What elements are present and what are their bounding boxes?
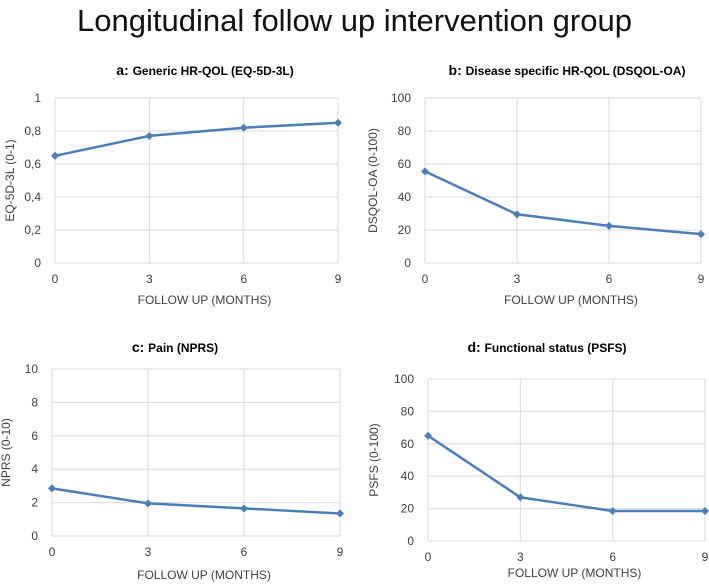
chart-title: a: Generic HR-QOL (EQ-5D-3L) bbox=[116, 62, 293, 78]
chart-d: 0 20 40 60 80 100 0 3 6 9 d: Functional status (PS… bbox=[367, 339, 709, 580]
chart-title-prefix: b: bbox=[449, 62, 466, 78]
x-tick-label: 0 bbox=[49, 545, 56, 559]
chart-title-prefix: d: bbox=[467, 339, 484, 355]
series-line bbox=[54, 121, 339, 158]
chart-title: c: Pain (NPRS) bbox=[132, 339, 218, 355]
data-point-marker bbox=[701, 507, 709, 516]
y-tick-label: 80 bbox=[398, 124, 412, 138]
x-tick-label: 0 bbox=[52, 272, 59, 286]
y-axis-label: DSQOL-OA (0-100) bbox=[366, 128, 380, 233]
y-axis-label: PSFS (0-100) bbox=[367, 423, 381, 496]
x-tick-label: 6 bbox=[606, 272, 613, 286]
y-tick-label: 4 bbox=[31, 462, 38, 476]
chart-b: 0 20 40 60 80 100 0 3 6 9 b: Disease specific HR-Q… bbox=[366, 62, 705, 307]
chart-c: 0 2 4 6 8 10 0 3 6 9 c: Pain (NPRS) FOLLOW UP (MONT… bbox=[0, 339, 344, 582]
y-tick-label: 6 bbox=[31, 429, 38, 443]
y-tick-label: 0,8 bbox=[24, 124, 41, 138]
chart-title-prefix: a: bbox=[116, 62, 132, 78]
data-point-marker bbox=[608, 507, 617, 516]
y-tick-label: 0,2 bbox=[24, 223, 41, 237]
x-tick-label: 9 bbox=[702, 550, 709, 564]
series-line bbox=[427, 434, 705, 513]
y-tick-label: 0 bbox=[34, 256, 41, 270]
data-point-marker bbox=[421, 167, 429, 176]
x-tick-label: 6 bbox=[240, 272, 247, 286]
data-point-marker bbox=[605, 221, 613, 230]
y-tick-label: 8 bbox=[31, 395, 38, 409]
chart-title: d: Functional status (PSFS) bbox=[467, 339, 626, 355]
y-tick-label: 0 bbox=[31, 529, 38, 543]
figure-title: Longitudinal follow up intervention grou… bbox=[77, 3, 632, 38]
data-point-marker bbox=[51, 151, 59, 160]
x-tick-label: 0 bbox=[422, 272, 429, 286]
x-axis-label: FOLLOW UP (MONTHS) bbox=[137, 568, 271, 582]
series-line bbox=[51, 487, 341, 515]
x-tick-label: 3 bbox=[146, 272, 153, 286]
chart-a: 0 0,2 0,4 0,6 0,8 1 0 3 6 9 a: Generic HR-QOL (EQ-… bbox=[3, 62, 342, 307]
data-point-marker bbox=[424, 431, 432, 440]
y-tick-label: 80 bbox=[401, 404, 415, 418]
x-tick-label: 0 bbox=[425, 550, 432, 564]
data-point-marker bbox=[240, 504, 248, 513]
y-tick-label: 10 bbox=[25, 362, 39, 376]
data-point-marker bbox=[48, 484, 56, 493]
chart-title: b: Disease specific HR-QOL (DSQOL-OA) bbox=[449, 62, 686, 78]
x-tick-label: 3 bbox=[514, 272, 521, 286]
y-tick-label: 2 bbox=[31, 496, 38, 510]
x-axis-label: FOLLOW UP (MONTHS) bbox=[504, 293, 638, 307]
data-point-marker bbox=[145, 131, 154, 140]
data-point-marker bbox=[336, 509, 344, 518]
y-tick-label: 0 bbox=[404, 256, 411, 270]
y-tick-label: 100 bbox=[394, 372, 414, 386]
y-axis-label: NPRS (0-10) bbox=[0, 418, 13, 487]
chart-title-text: Functional status (PSFS) bbox=[485, 341, 627, 355]
x-tick-label: 9 bbox=[698, 272, 705, 286]
series-line bbox=[424, 170, 702, 236]
y-tick-label: 0,6 bbox=[24, 157, 41, 171]
x-tick-label: 9 bbox=[337, 545, 344, 559]
data-point-marker bbox=[513, 210, 521, 219]
y-tick-label: 0,4 bbox=[24, 190, 41, 204]
y-tick-label: 0 bbox=[407, 534, 414, 548]
y-tick-label: 1 bbox=[34, 91, 41, 105]
chart-title-text: Disease specific HR-QOL (DSQOL-OA) bbox=[466, 64, 686, 78]
x-tick-label: 9 bbox=[335, 272, 342, 286]
data-point-marker bbox=[516, 493, 525, 502]
y-tick-label: 40 bbox=[401, 469, 415, 483]
y-tick-label: 20 bbox=[398, 223, 412, 237]
data-point-marker bbox=[697, 230, 705, 239]
x-tick-label: 3 bbox=[517, 550, 524, 564]
x-tick-label: 6 bbox=[241, 545, 248, 559]
data-point-marker bbox=[334, 118, 342, 127]
y-tick-label: 40 bbox=[398, 190, 412, 204]
x-axis-label: FOLLOW UP (MONTHS) bbox=[508, 566, 642, 580]
data-point-marker bbox=[144, 499, 152, 508]
y-tick-label: 60 bbox=[398, 157, 412, 171]
x-tick-label: 6 bbox=[609, 550, 616, 564]
y-tick-label: 60 bbox=[401, 437, 415, 451]
y-tick-label: 100 bbox=[391, 91, 411, 105]
x-tick-label: 3 bbox=[145, 545, 152, 559]
data-point-marker bbox=[239, 123, 248, 132]
chart-title-text: Pain (NPRS) bbox=[148, 341, 218, 355]
x-axis-label: FOLLOW UP (MONTHS) bbox=[138, 293, 272, 307]
chart-title-text: Generic HR-QOL (EQ-5D-3L) bbox=[133, 64, 294, 78]
y-axis-label: EQ-5D-3L (0-1) bbox=[3, 139, 17, 221]
chart-title-prefix: c: bbox=[132, 339, 148, 355]
y-tick-label: 20 bbox=[401, 502, 415, 516]
